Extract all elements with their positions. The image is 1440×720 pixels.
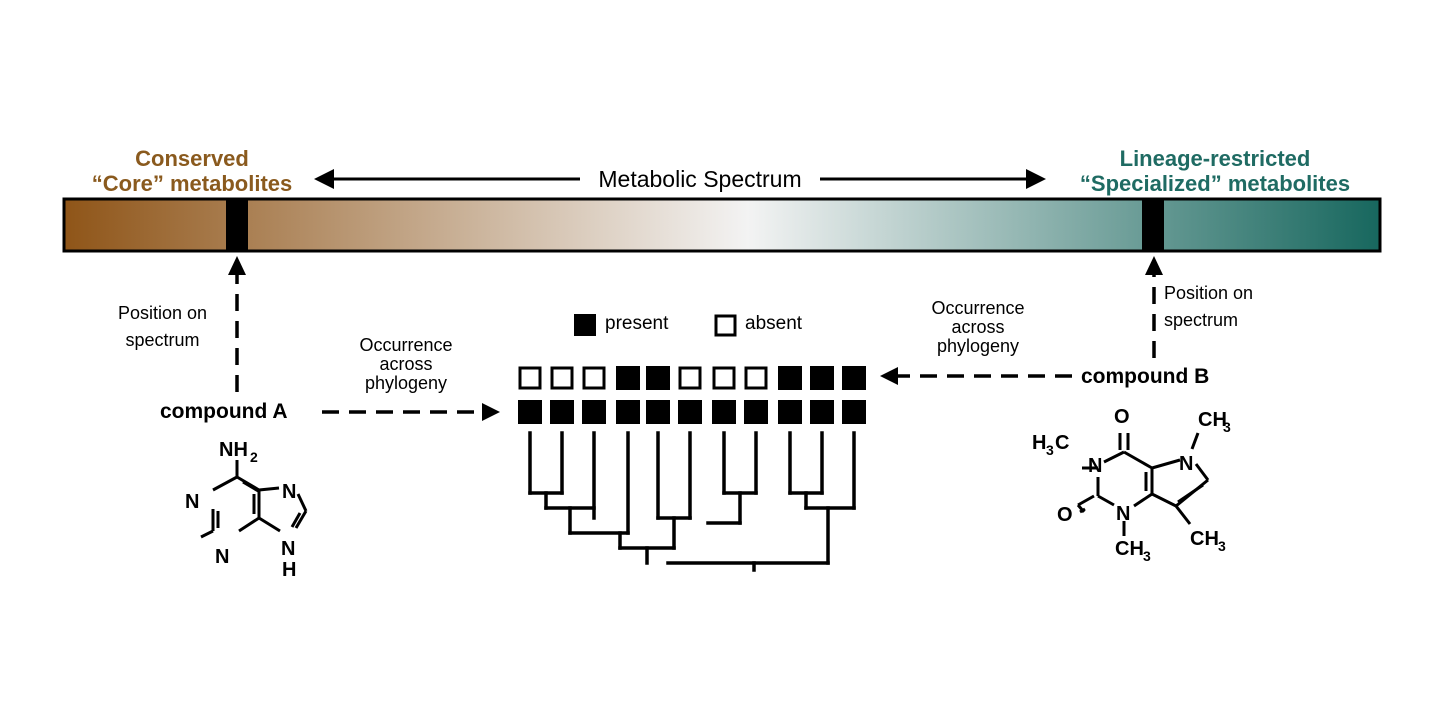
- compound-a-present-square-2: [550, 400, 574, 424]
- compound-b-absent-square-1: [518, 366, 542, 390]
- occurrence-label-right: Occurrence across phylogeny: [908, 299, 1048, 356]
- compound-a-present-square-7: [712, 400, 736, 424]
- phylogenetic-tree: [528, 431, 856, 572]
- amine-label: NH: [219, 439, 248, 461]
- compound-a-present-square-5: [646, 400, 670, 424]
- legend-present-label: present: [605, 313, 669, 334]
- legend-absent-square: [714, 314, 737, 337]
- nitrogen-left-label: N: [1088, 455, 1102, 477]
- position-right-line2: spectrum: [1164, 310, 1239, 330]
- compound-b-absent-square-3: [582, 366, 606, 390]
- occurrence-arrow-b: [880, 367, 1072, 385]
- compound-b-present-square-11: [842, 366, 866, 390]
- hydrogen-9-label: H: [282, 559, 296, 581]
- specialized-title-line2: “Specialized” metabolites: [1079, 171, 1351, 196]
- methyl-right-label: CH: [1190, 528, 1219, 550]
- compound-b-structure: [1076, 432, 1210, 536]
- spectrum-bar: [62, 197, 1382, 253]
- compound-b-absent-square-7: [712, 366, 736, 390]
- position-label-right: Position on spectrum: [1164, 282, 1288, 331]
- compound-b-present-square-9: [778, 366, 802, 390]
- compound-a-present-square-11: [842, 400, 866, 424]
- compound-a-present-square-10: [810, 400, 834, 424]
- compound-b-present-square-4: [616, 366, 640, 390]
- methyl-right-subscript: 3: [1218, 538, 1226, 554]
- nitrogen-3-label: N: [215, 546, 229, 568]
- compound-a-present-square-4: [616, 400, 640, 424]
- specialized-title-line1: Lineage-restricted: [1119, 146, 1311, 171]
- position-arrow-a: [228, 256, 246, 392]
- occurrence-right-line2: across: [951, 317, 1005, 337]
- compound-b-absent-square-6: [678, 366, 702, 390]
- compound-a-present-square-3: [582, 400, 606, 424]
- occurrence-left-line3: phylogeny: [364, 373, 448, 393]
- position-label-left: Position on spectrum: [100, 302, 225, 351]
- occurrence-right-line1: Occurrence: [931, 298, 1025, 318]
- occurrence-right-line3: phylogeny: [936, 336, 1020, 356]
- methyl-top-subscript: 3: [1223, 419, 1231, 435]
- core-title-line1: Conserved: [135, 146, 249, 171]
- nitrogen-1-label: N: [185, 491, 199, 513]
- occurrence-left-line1: Occurrence: [359, 335, 453, 355]
- position-left-line2: spectrum: [125, 330, 200, 350]
- core-title-line2: “Core” metabolites: [91, 171, 293, 196]
- metabolic-spectrum-label: Metabolic Spectrum: [580, 166, 820, 192]
- compound-a-present-square-8: [744, 400, 768, 424]
- position-arrow-b: [1145, 256, 1163, 358]
- compound-a-marker: [226, 199, 248, 251]
- legend-absent-label: absent: [745, 313, 803, 334]
- oxygen-bottom-label: O: [1057, 504, 1073, 526]
- compound-a-atom-labels: NH 2 N N N N H: [185, 439, 296, 581]
- position-left-line1: Position on: [117, 303, 208, 323]
- specialized-metabolites-title: Lineage-restricted “Specialized” metabol…: [1052, 146, 1378, 196]
- core-metabolites-title: Conserved “Core” metabolites: [72, 146, 312, 196]
- occurrence-arrow-a: [322, 403, 500, 421]
- compound-a-structure: [200, 460, 308, 539]
- compound-b-absent-square-2: [550, 366, 574, 390]
- presence-row-compound-a: [518, 400, 866, 424]
- methyl-left-label: H: [1032, 432, 1046, 454]
- nitrogen-9-label: N: [281, 538, 295, 560]
- occurrence-left-line2: across: [379, 354, 433, 374]
- legend-present-square: [574, 314, 596, 336]
- compound-a-present-square-9: [778, 400, 802, 424]
- compound-a-label: compound A: [160, 400, 288, 423]
- methyl-bottom-subscript: 3: [1143, 548, 1151, 564]
- compound-b-present-square-10: [810, 366, 834, 390]
- compound-b-present-square-5: [646, 366, 670, 390]
- nitrogen-pyrrole-label: N: [1179, 453, 1193, 475]
- position-right-line1: Position on: [1164, 283, 1254, 303]
- methyl-bottom-label: CH: [1115, 538, 1144, 560]
- nitrogen-bottom-label: N: [1116, 503, 1130, 525]
- compound-a-present-square-6: [678, 400, 702, 424]
- compound-b-marker: [1142, 199, 1164, 251]
- compound-b-atom-labels: O CH 3 H 3 C N N O N CH 3 CH 3: [1032, 406, 1231, 564]
- amine-subscript: 2: [250, 449, 258, 465]
- nitrogen-7-label: N: [282, 481, 296, 503]
- methyl-left-carbon: C: [1055, 432, 1069, 454]
- methyl-left-subscript: 3: [1046, 442, 1054, 458]
- presence-row-compound-b: [518, 366, 866, 390]
- compound-b-absent-square-8: [744, 366, 768, 390]
- occurrence-label-left: Occurrence across phylogeny: [336, 336, 476, 393]
- methyl-top-label: CH: [1198, 409, 1227, 431]
- compound-a-present-square-1: [518, 400, 542, 424]
- compound-b-label: compound B: [1081, 365, 1210, 388]
- oxygen-top-label: O: [1114, 406, 1130, 428]
